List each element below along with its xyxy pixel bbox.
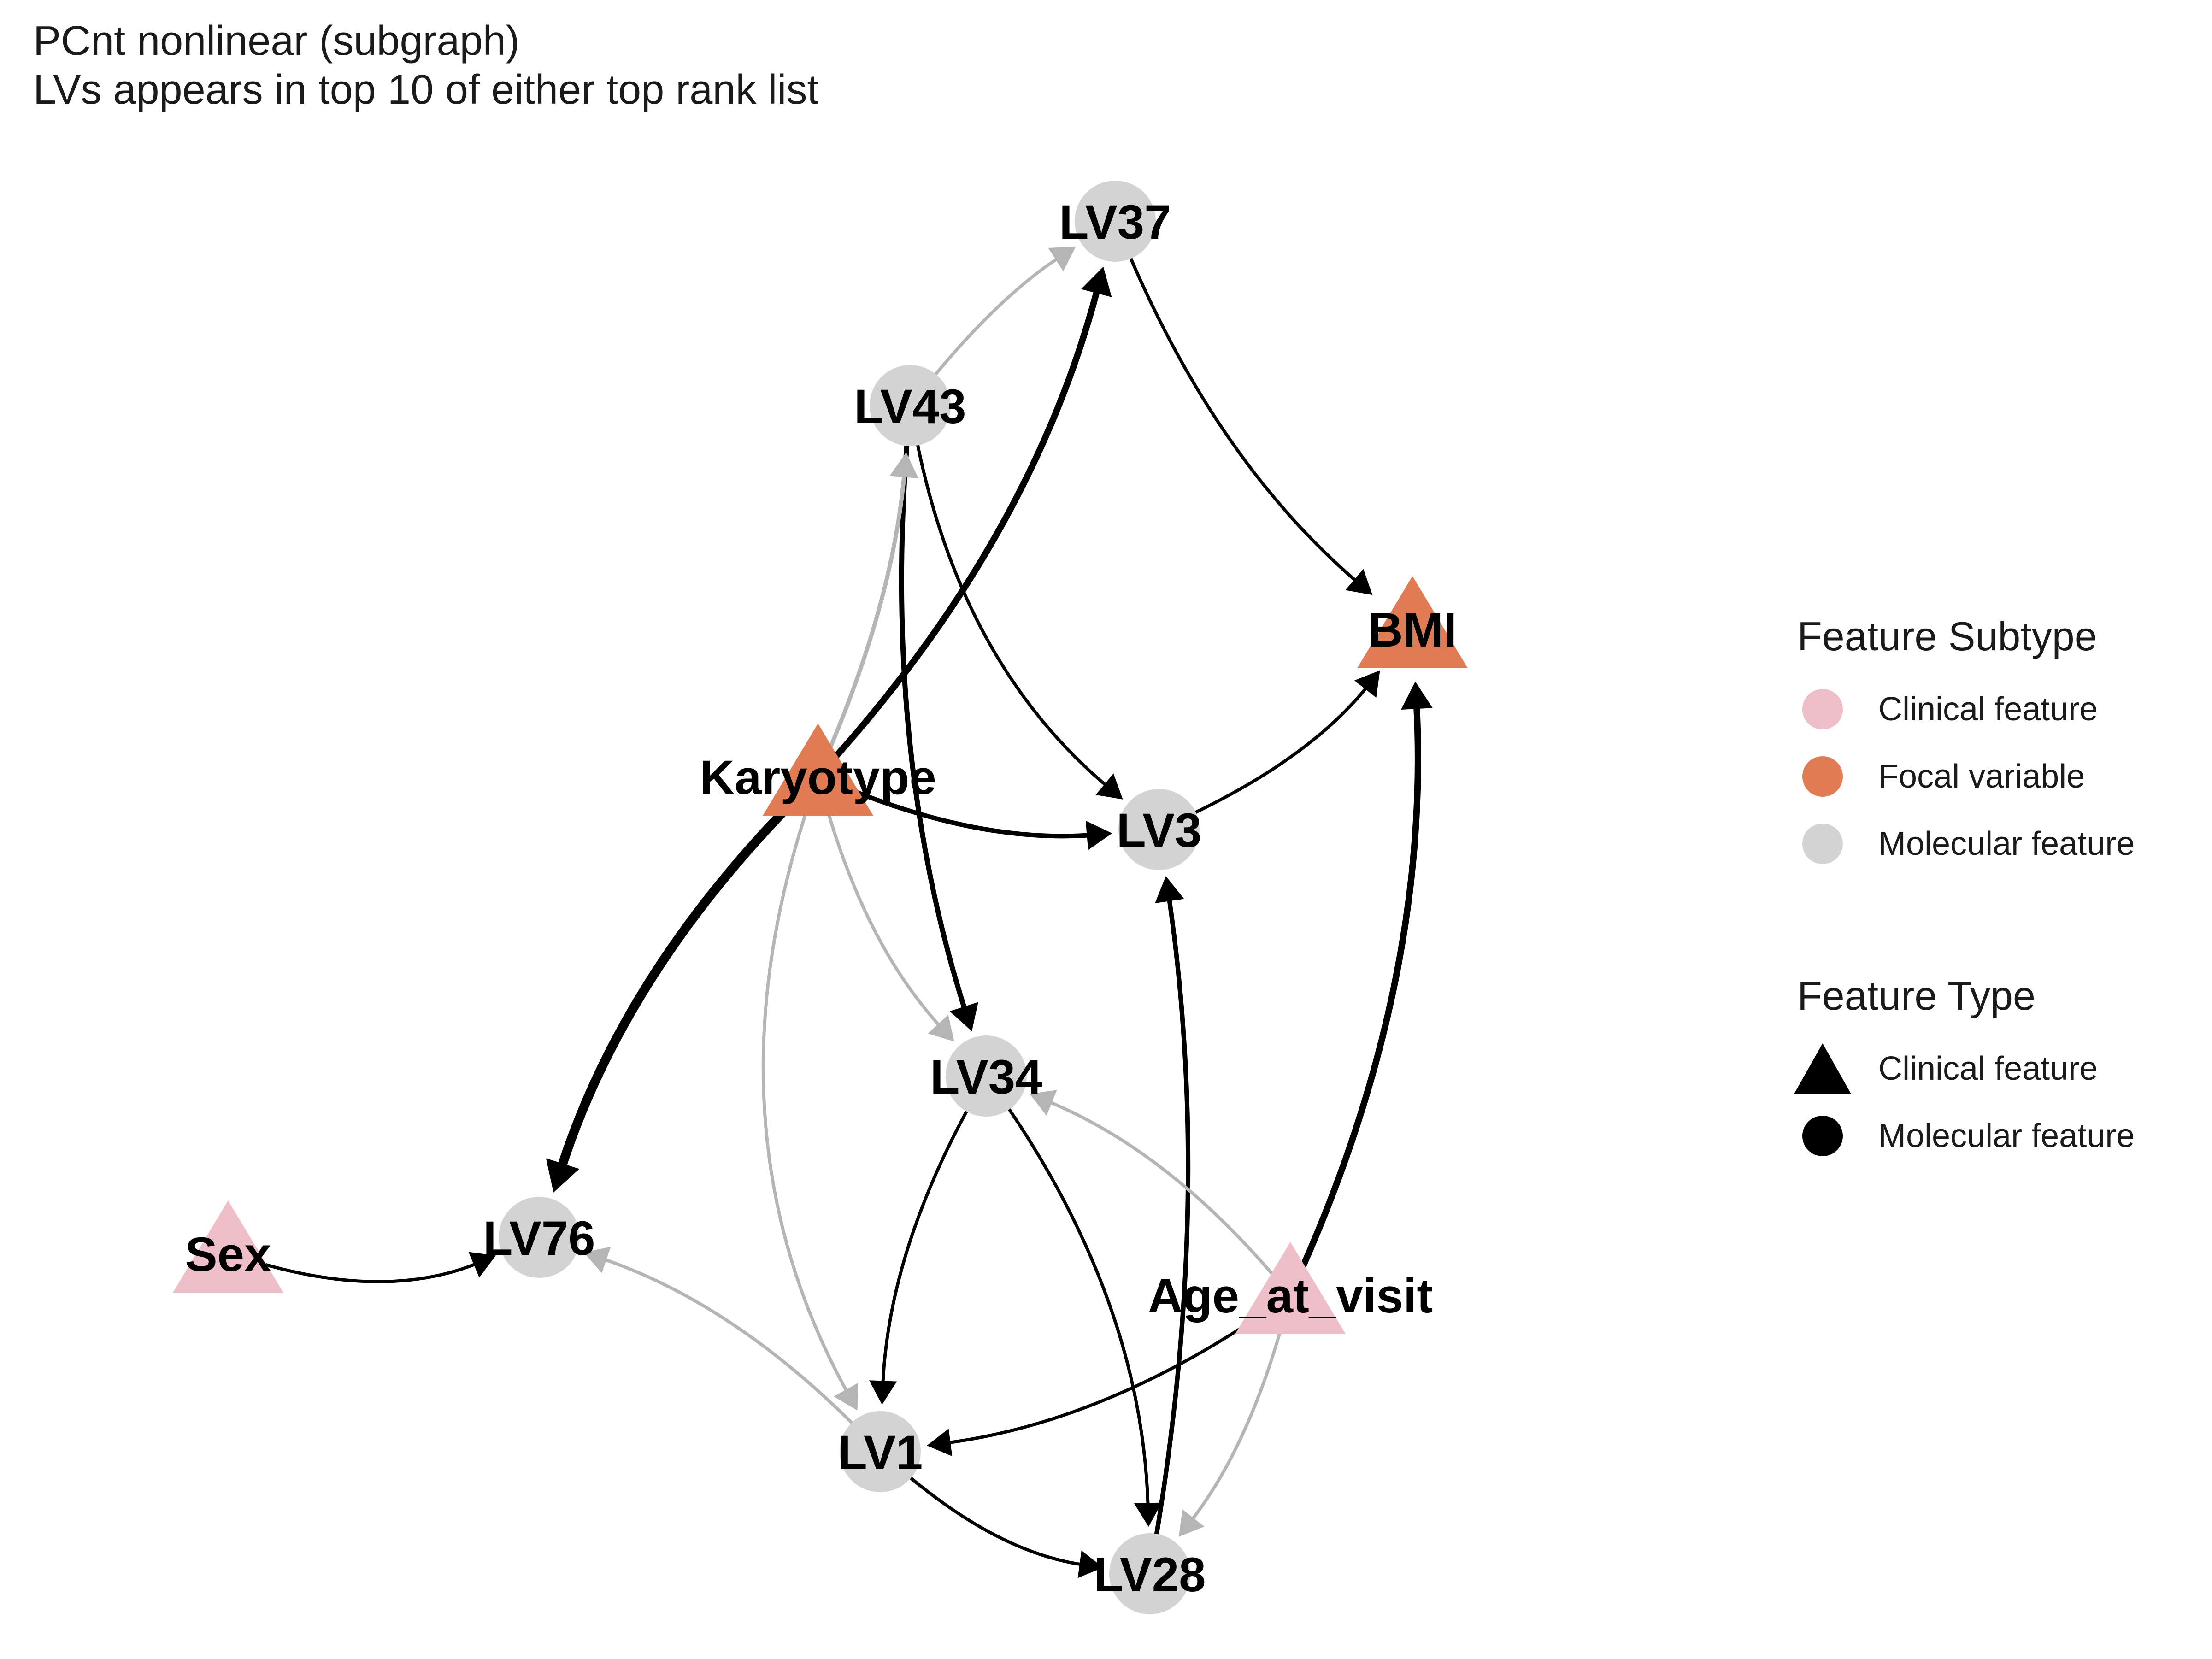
node-lv1[interactable] — [840, 1411, 921, 1492]
edge-lv43-to-lv37 — [924, 254, 1063, 388]
title-line-2: LVs appears in top 10 of either top rank… — [33, 67, 819, 113]
arrowhead-icon — [1030, 1090, 1057, 1116]
arrowhead-icon — [546, 1158, 580, 1193]
node-bmi[interactable] — [1357, 576, 1468, 668]
edge-age_at_visit-to-bmi — [1298, 699, 1421, 1273]
arrowhead-icon — [583, 1247, 611, 1273]
edge-lv34-to-lv1 — [881, 1095, 976, 1388]
arrowhead-icon — [1134, 1502, 1162, 1527]
node-label-age_at_visit: Age_at_visit — [1148, 1269, 1433, 1323]
node-label-lv34: LV34 — [930, 1050, 1042, 1104]
node-label-bmi: BMI — [1368, 603, 1457, 657]
arrowhead-icon — [869, 1380, 897, 1405]
arrowhead-icon — [834, 1382, 858, 1411]
node-karyotype[interactable] — [763, 724, 873, 816]
labels-layer: LV37 LV43 BMI Karyotype LV3 LV34 Sex LV76 Age_at… — [185, 195, 1457, 1602]
focal-color-swatch — [1802, 756, 1843, 797]
legend-feature-type: Feature Type Clinical feature Molecular … — [1794, 972, 2135, 1170]
molecular-color-swatch — [1802, 824, 1843, 864]
arrowhead-icon — [927, 1429, 953, 1457]
node-age_at_visit[interactable] — [1235, 1242, 1346, 1334]
legend-item-label: Focal variable — [1878, 758, 2085, 795]
node-label-lv1: LV1 — [838, 1426, 923, 1480]
legend-item-focal: Focal variable — [1797, 743, 2135, 810]
legend-item-molecular-shape: Molecular feature — [1797, 1102, 2135, 1170]
edge-karyotype-to-lv76 — [556, 791, 803, 1176]
arrowhead-icon — [1095, 773, 1123, 800]
page-title: PCnt nonlinear (subgraph) LVs appears in… — [33, 17, 818, 114]
arrowhead-icon — [1085, 820, 1112, 850]
arrowhead-icon — [889, 452, 919, 479]
legend-subtype-title: Feature Subtype — [1797, 613, 2097, 659]
arrowhead-icon — [1178, 1509, 1205, 1537]
legend-item-clinical: Clinical feature — [1797, 676, 2135, 743]
arrowhead-icon — [1345, 569, 1373, 595]
node-label-lv3: LV3 — [1117, 804, 1202, 858]
edges-layer — [253, 242, 1433, 1578]
arrowhead-icon — [1155, 876, 1184, 903]
arrowhead-icon — [1077, 1550, 1103, 1578]
edge-sex-to-lv76 — [253, 1259, 481, 1283]
edge-lv1-to-lv76 — [599, 1256, 865, 1436]
legend-item-label: Clinical feature — [1878, 1050, 2098, 1087]
node-label-lv76: LV76 — [483, 1212, 595, 1265]
legend-item-clinical-shape: Clinical feature — [1794, 1035, 2135, 1102]
legend-item-label: Molecular feature — [1878, 825, 2135, 862]
legend-item-label: Clinical feature — [1878, 691, 2098, 728]
arrowhead-icon — [1048, 247, 1076, 271]
edge-age_at_visit-to-lv28 — [1188, 1320, 1285, 1524]
edge-lv37-to-bmi — [1123, 242, 1361, 585]
node-lv43[interactable] — [870, 365, 951, 446]
node-label-lv28: LV28 — [1094, 1548, 1206, 1602]
edge-lv28-to-lv3 — [1151, 892, 1191, 1552]
clinical-color-swatch — [1802, 689, 1843, 729]
edge-age_at_visit-to-lv1 — [943, 1309, 1269, 1445]
edge-karyotype-to-lv43 — [826, 469, 907, 753]
nodes-layer — [173, 181, 1468, 1614]
edge-lv1-to-lv28 — [897, 1466, 1087, 1567]
arrowhead-icon — [928, 1014, 954, 1042]
circle-icon — [1802, 1116, 1843, 1156]
edge-lv43-to-lv3 — [913, 428, 1111, 790]
node-lv76[interactable] — [499, 1197, 580, 1278]
legend-feature-subtype: Feature Subtype Clinical feature Focal v… — [1797, 613, 2135, 877]
edge-karyotype-to-lv34 — [824, 801, 944, 1030]
edge-lv34-to-lv28 — [998, 1094, 1150, 1511]
legend-item-molecular: Molecular feature — [1797, 810, 2135, 877]
node-label-lv37: LV37 — [1059, 195, 1171, 249]
node-sex[interactable] — [173, 1200, 283, 1293]
edge-karyotype-to-lv3 — [841, 784, 1096, 839]
edge-karyotype-to-lv37 — [833, 283, 1101, 759]
triangle-icon — [1794, 1043, 1851, 1094]
arrowhead-icon — [1354, 670, 1380, 698]
edge-lv3-to-bmi — [1179, 682, 1371, 821]
edge-karyotype-to-lv1 — [761, 801, 851, 1397]
node-lv34[interactable] — [946, 1035, 1027, 1117]
node-label-lv43: LV43 — [854, 380, 966, 434]
arrowhead-icon — [468, 1252, 496, 1278]
title-line-1: PCnt nonlinear (subgraph) — [33, 18, 520, 64]
node-lv3[interactable] — [1118, 789, 1200, 870]
legend-item-label: Molecular feature — [1878, 1118, 2135, 1154]
node-label-karyotype: Karyotype — [700, 751, 936, 805]
node-lv28[interactable] — [1109, 1533, 1190, 1614]
arrowhead-icon — [949, 1002, 978, 1031]
node-label-sex: Sex — [185, 1228, 271, 1282]
legend-type-title: Feature Type — [1797, 973, 2036, 1018]
node-lv37[interactable] — [1075, 181, 1156, 262]
arrowhead-icon — [1081, 266, 1112, 297]
arrowhead-icon — [1401, 681, 1433, 710]
edge-lv43-to-lv34 — [899, 427, 969, 1016]
edge-age_at_visit-to-lv34 — [1044, 1099, 1274, 1276]
